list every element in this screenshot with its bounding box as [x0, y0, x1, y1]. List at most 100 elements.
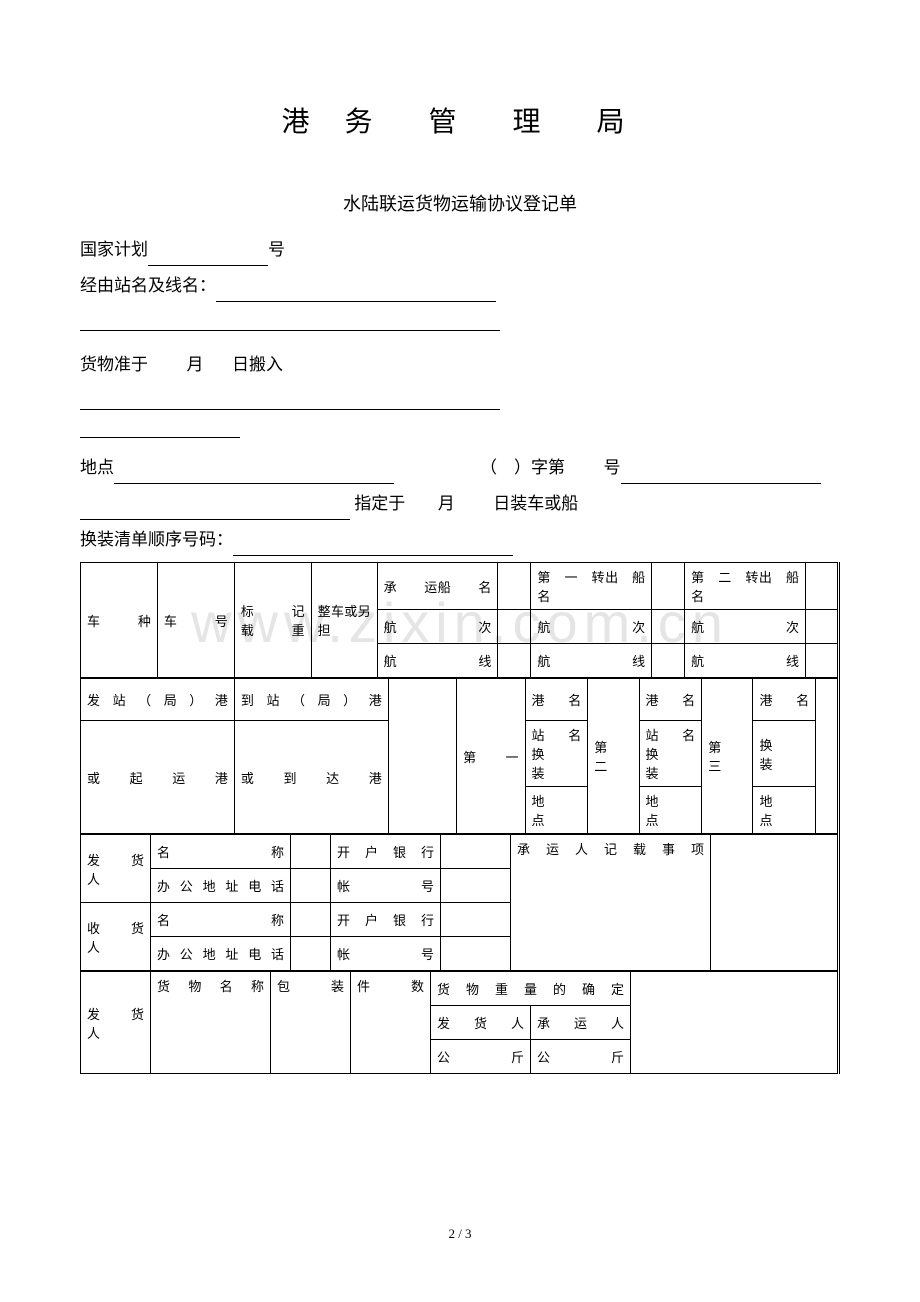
cell-voyage-1: 航 次	[377, 610, 498, 644]
assign-blank	[80, 500, 350, 520]
cell-port-3: 港 名	[753, 679, 816, 721]
cell-shipper-bank: 开 户 银 行	[331, 835, 441, 869]
table-block-4: 发 货人 货 物 名 称 包 装 件 数 货 物 重 量 的 确 定 发 货 人…	[80, 971, 840, 1074]
swap-list-prefix: 换装清单顺序号码：	[80, 530, 233, 549]
cell-or-arrive-port: 或 到 达 港	[234, 721, 388, 834]
national-plan-blank	[148, 246, 268, 266]
cell-consignee-name-val	[291, 903, 331, 937]
rl2: 换 装	[646, 747, 685, 781]
cell-kg-1: 公 斤	[431, 1040, 531, 1074]
goods-ready-line: 货物准于 月 日搬入	[80, 349, 840, 381]
via-station-label: 经由站名及线名：	[80, 276, 216, 295]
table-block-3: 发 货人 名 称 开 户 银 行 承 运 人 记 载 事 项 办 公 地 址 电…	[80, 834, 840, 971]
cell-shipper-addr-val	[291, 869, 331, 903]
cell-consignee-acct-val	[441, 937, 511, 971]
cell-car-type: 车 种	[81, 563, 158, 678]
cell-loc-2: 地 点	[639, 787, 702, 834]
rl3: 换 装	[759, 738, 798, 772]
table-block-1: 车 种 车 号 标 记载 重 整车或另 担 承 运船 名 第 一 转出 船 名 …	[80, 562, 840, 678]
cell-shipper-acct-val	[441, 869, 511, 903]
cell-by-carrier: 承 运 人	[531, 1006, 631, 1040]
rl1: 换 装	[532, 747, 571, 781]
cell-first-trans-ship: 第 一 转出 船 名	[531, 563, 652, 610]
cell-port-2: 港 名	[639, 679, 702, 721]
charno-right: 号	[604, 458, 621, 477]
subtitle: 水陆联运货物运输协议登记单	[80, 190, 840, 216]
cell-route-2-val	[652, 644, 685, 678]
cell-or-depart-port: 或 起 运 港	[81, 721, 235, 834]
via-station-blank	[216, 282, 496, 302]
cell-depart-station: 发 站 （ 局 ） 港	[81, 679, 235, 721]
cell-arrive-station: 到 站 （ 局 ） 港	[234, 679, 388, 721]
month-label: 月	[187, 355, 204, 374]
cell-car-no: 车 号	[157, 563, 234, 678]
cell-voyage-3-val	[805, 610, 838, 644]
location-line: 地点	[80, 452, 440, 484]
cell-carrier-record: 承 运 人 记 载 事 项	[511, 835, 711, 971]
cell-route-2: 航 线	[531, 644, 652, 678]
cell-by-shipper: 发 货 人	[431, 1006, 531, 1040]
cell-consignee-acct: 帐 号	[331, 937, 441, 971]
cell-whole-part: 整车或另 担	[311, 563, 377, 678]
page-footer: 2 / 3	[0, 1226, 920, 1242]
cell-voyage-2: 航 次	[531, 610, 652, 644]
cell-voyage-3: 航 次	[685, 610, 806, 644]
cell-shipper-bank-val	[441, 835, 511, 869]
assign-day-load: 日装车或船	[493, 494, 578, 513]
document-content: 港 务 管 理 局 水陆联运货物运输协议登记单 国家计划号 经由站名及线名： 货…	[0, 0, 920, 1074]
cell-reload-1: 站 名换 装	[525, 721, 588, 787]
location-label: 地点	[80, 458, 114, 477]
cell-second-trans-ship: 第 二 转出 船 名	[685, 563, 806, 610]
day-movein-label: 日搬入	[232, 355, 283, 374]
via-station-line: 经由站名及线名：	[80, 270, 840, 302]
cell-loc-1: 地 点	[525, 787, 588, 834]
cell-shipper2: 发 货人	[81, 972, 151, 1074]
cell-b4-end	[631, 972, 839, 1074]
cell-reload-2: 站 名换 装	[639, 721, 702, 787]
form-tables: 车 种 车 号 标 记载 重 整车或另 担 承 运船 名 第 一 转出 船 名 …	[80, 562, 840, 1074]
cell-third: 第 三	[702, 679, 753, 834]
stn1: 站 名	[532, 728, 582, 743]
cell-package: 包 装	[271, 972, 351, 1074]
cell-consignee-bank: 开 户 银 行	[331, 903, 441, 937]
cell-first: 第 一	[457, 679, 525, 834]
goods-ready-prefix: 货物准于	[80, 355, 148, 374]
cell-shipper-name-val	[291, 835, 331, 869]
cell-pieces: 件 数	[351, 972, 431, 1074]
cell-shipper-name: 名 称	[151, 835, 291, 869]
cell-shipper-addr: 办 公 地 址 电 话	[151, 869, 291, 903]
cell-consignee-bank-val	[441, 903, 511, 937]
location-charno-row: 地点 （ ）字第 号	[80, 452, 840, 488]
cell-consignee-name: 名 称	[151, 903, 291, 937]
assign-prefix: 指定于	[354, 494, 405, 513]
cell-second: 第 二	[588, 679, 639, 834]
table-block-2: 发 站 （ 局 ） 港 到 站 （ 局 ） 港 第 一 港 名 第 二 港 名 …	[80, 678, 840, 834]
assign-month: 月	[438, 494, 455, 513]
swap-list-blank	[233, 536, 513, 556]
cell-route-1: 航 线	[377, 644, 498, 678]
location-blank	[114, 464, 394, 484]
cell-route-1-val	[498, 644, 531, 678]
cell-shipper-acct: 帐 号	[331, 869, 441, 903]
swap-list-line: 换装清单顺序号码：	[80, 524, 840, 556]
continuation-line-3	[80, 418, 240, 438]
cell-goods-name: 货 物 名 称	[151, 972, 271, 1074]
cell-route-3-val	[805, 644, 838, 678]
continuation-line-1	[80, 330, 500, 331]
cell-carrier-ship-val	[498, 563, 531, 610]
cell-b2-blank	[388, 679, 456, 834]
charno-line: （ ）字第 号	[480, 452, 840, 484]
cell-consignee-addr: 办 公 地 址 电 话	[151, 937, 291, 971]
cell-voyage-1-val	[498, 610, 531, 644]
stn2: 站 名	[646, 728, 696, 743]
cell-route-3: 航 线	[685, 644, 806, 678]
charno-underline	[621, 464, 821, 484]
assign-line: 指定于 月 日装车或船	[80, 488, 840, 520]
continuation-line-2	[80, 409, 500, 410]
cell-carrier-record-val	[711, 835, 839, 971]
national-plan-prefix: 国家计划	[80, 240, 148, 259]
cell-kg-2: 公 斤	[531, 1040, 631, 1074]
page-title: 港 务 管 理 局	[80, 100, 840, 140]
cell-consignee-addr-val	[291, 937, 331, 971]
cell-reload-3: 换 装	[753, 721, 816, 787]
